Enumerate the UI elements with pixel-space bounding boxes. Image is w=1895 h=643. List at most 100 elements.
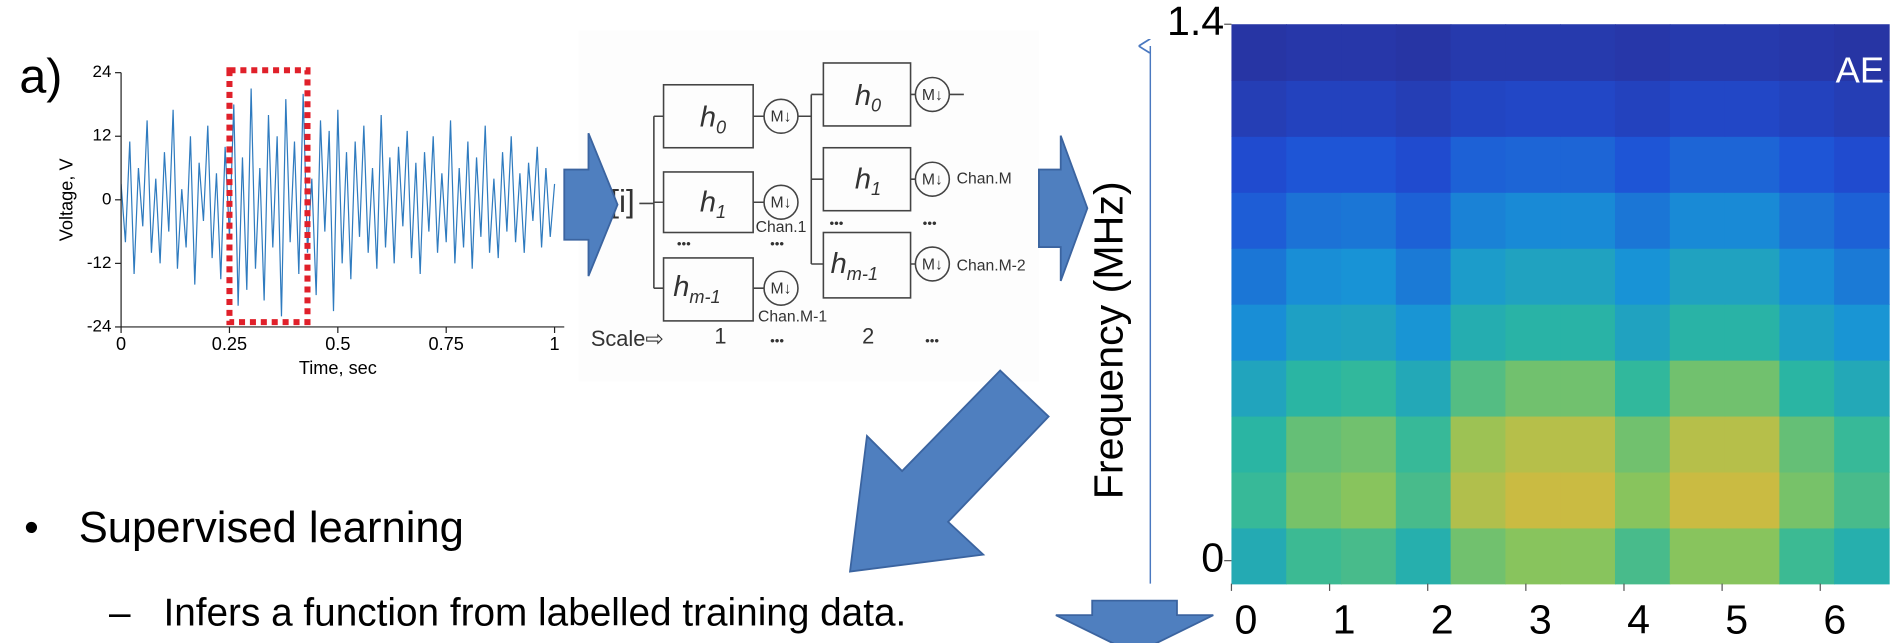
waveform-line xyxy=(121,89,554,317)
heatmap-cell xyxy=(1505,528,1561,585)
sub-bullet-text: Infers a function from labelled training… xyxy=(163,591,906,634)
heatmap-cell xyxy=(1396,360,1452,417)
heatmap-cell xyxy=(1341,80,1397,137)
heatmap-cell xyxy=(1779,360,1835,417)
heatmap-cell xyxy=(1779,416,1835,473)
heatmap-cell xyxy=(1725,416,1781,473)
heatmap-cell xyxy=(1341,248,1397,305)
y-tick-label: 0 xyxy=(102,189,111,208)
scale-label: Scale⇨ xyxy=(591,326,664,351)
filter-subscript: 0 xyxy=(871,95,881,115)
x-tick-label: 0.25 xyxy=(212,334,247,354)
heatmap-cell xyxy=(1670,304,1726,361)
heatmap-cell xyxy=(1396,136,1452,193)
heatmap-cell xyxy=(1615,416,1671,473)
heatmap-cell xyxy=(1834,472,1890,529)
ellipsis: ••• xyxy=(677,236,691,251)
bullet-glyph: • xyxy=(24,504,38,550)
heatmap-cell xyxy=(1560,472,1616,529)
sub-bullet-glyph: – xyxy=(109,591,131,634)
heatmap-cell xyxy=(1505,360,1561,417)
heatmap-cell xyxy=(1286,304,1342,361)
heatmap-cell xyxy=(1341,472,1397,529)
x-tick-label: 1 xyxy=(550,334,560,354)
heatmap-cell xyxy=(1286,80,1342,137)
decimator: M↓ xyxy=(771,281,792,298)
heatmap-cell xyxy=(1779,304,1835,361)
heatmap-cell xyxy=(1670,472,1726,529)
channel-label: Chan.M xyxy=(957,170,1012,187)
heatmap-cell xyxy=(1670,416,1726,473)
filter-subscript: 1 xyxy=(871,179,881,199)
heatmap-cell xyxy=(1725,192,1781,249)
heatmap-cell xyxy=(1615,360,1671,417)
heatmap-cell xyxy=(1615,472,1671,529)
heatmap-cell xyxy=(1451,24,1507,81)
heatmap-cell xyxy=(1231,80,1287,137)
heatmap-cell xyxy=(1560,80,1616,137)
scale-number: 2 xyxy=(862,324,874,349)
heatmap-cell xyxy=(1560,528,1616,585)
heatmap-cell xyxy=(1615,136,1671,193)
heatmap-cell xyxy=(1231,472,1287,529)
heatmap-cell xyxy=(1341,360,1397,417)
filter-name: h xyxy=(831,248,847,280)
heatmap-cell xyxy=(1286,136,1342,193)
y-axis-label: Frequency (MHz) xyxy=(1085,181,1131,499)
heatmap-cell xyxy=(1231,136,1287,193)
filter-name: h xyxy=(673,271,689,303)
heatmap-cell xyxy=(1834,192,1890,249)
x-tick-label: 0.5 xyxy=(325,334,350,354)
filter-name: h xyxy=(700,101,716,133)
heatmap-cell xyxy=(1341,192,1397,249)
heatmap-cell xyxy=(1834,528,1890,585)
ellipsis: ••• xyxy=(770,236,784,251)
heatmap-cell xyxy=(1725,80,1781,137)
heatmap-cell xyxy=(1286,192,1342,249)
heatmap-cell xyxy=(1670,528,1726,585)
heatmap-cell xyxy=(1725,304,1781,361)
heatmap-cell xyxy=(1834,248,1890,305)
heatmap-cell xyxy=(1560,136,1616,193)
heatmap-cell xyxy=(1451,248,1507,305)
spectrogram-chart: 01.40123456Frequency (MHz)AE xyxy=(1085,0,1889,642)
x-tick-label: 2 xyxy=(1431,596,1454,642)
filter-name: h xyxy=(855,163,871,195)
decimator: M↓ xyxy=(922,172,943,189)
heatmap-cell xyxy=(1451,416,1507,473)
heatmap-cell xyxy=(1725,248,1781,305)
x-tick-label: 6 xyxy=(1823,596,1846,642)
y-tick-label: 0 xyxy=(1201,535,1224,581)
heatmap-cell xyxy=(1670,360,1726,417)
bullet-text: Supervised learning xyxy=(79,504,464,552)
x-tick-label: 3 xyxy=(1529,596,1552,642)
scale-number: 1 xyxy=(714,324,726,349)
heatmap-cell xyxy=(1615,80,1671,137)
heatmap-cell xyxy=(1615,24,1671,81)
heatmap-cell xyxy=(1396,472,1452,529)
heatmap-cell xyxy=(1779,136,1835,193)
heatmap-cell xyxy=(1451,472,1507,529)
heatmap-cell xyxy=(1779,80,1835,137)
heatmap-cell xyxy=(1615,248,1671,305)
heatmap-cell xyxy=(1560,304,1616,361)
heatmap-cell xyxy=(1670,192,1726,249)
heatmap-cell xyxy=(1560,24,1616,81)
heatmap-cell xyxy=(1505,136,1561,193)
x-tick-label: 5 xyxy=(1725,596,1748,642)
ellipsis: ••• xyxy=(925,333,939,348)
heatmap-cell xyxy=(1834,304,1890,361)
heatmap-cell xyxy=(1341,528,1397,585)
page: { "panel_label": "a)", "chart_data": [ {… xyxy=(0,0,1895,643)
panel-label: a) xyxy=(19,50,62,104)
heatmap-cell xyxy=(1615,304,1671,361)
heatmap-cell xyxy=(1451,136,1507,193)
heatmap-cell xyxy=(1231,24,1287,81)
heatmap-cell xyxy=(1615,192,1671,249)
x-axis-label: Time, sec xyxy=(299,358,377,378)
heatmap-cell xyxy=(1341,416,1397,473)
channel-label: Chan.M-1 xyxy=(758,308,827,325)
arrow-right xyxy=(1039,136,1087,281)
heatmap-cell xyxy=(1505,248,1561,305)
heatmap-cell xyxy=(1725,24,1781,81)
